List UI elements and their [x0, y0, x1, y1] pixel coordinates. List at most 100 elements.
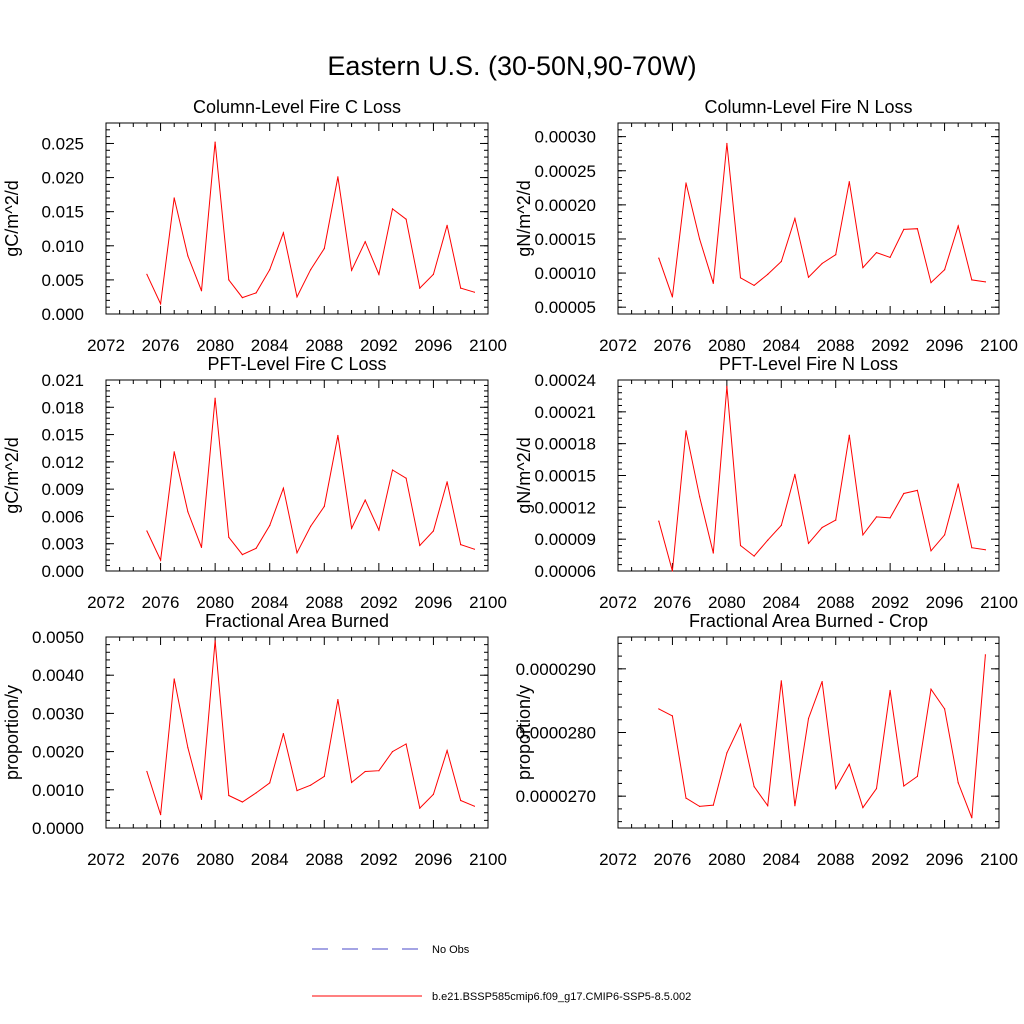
series-line — [658, 143, 986, 298]
data-point — [903, 228, 905, 230]
data-point — [432, 793, 434, 796]
data-point — [255, 547, 257, 549]
panel-title: PFT-Level Fire C Loss — [207, 354, 386, 374]
data-point — [712, 804, 714, 806]
panels: 2072 2076 2080 2084 2088 2092 2096 2100 0.000 0.0… — [2, 97, 1018, 869]
data-point — [473, 805, 475, 807]
data-point — [378, 273, 380, 275]
data-point — [200, 290, 203, 292]
data-point — [699, 238, 701, 240]
data-point — [685, 797, 687, 799]
data-point — [753, 555, 755, 557]
panel-title: Column-Level Fire C Loss — [193, 97, 401, 117]
data-point — [971, 817, 973, 819]
y-axis-label: proportion/y — [514, 685, 534, 780]
panel-5: 2072 2076 2080 2084 2088 2092 2096 2100 0.0000 0.… — [2, 611, 507, 869]
y-axis-label: gN/m^2/d — [514, 437, 534, 513]
data-point — [767, 539, 769, 541]
data-point — [405, 743, 407, 745]
y-tick-label: 0.003 — [41, 535, 84, 554]
x-tick-label: 2092 — [871, 593, 909, 612]
data-point — [337, 434, 339, 437]
data-point — [337, 176, 339, 178]
data-point — [658, 708, 660, 710]
x-tick-label: 2080 — [708, 850, 746, 869]
y-tick-label: 0.0000290 — [516, 660, 596, 679]
data-point — [351, 269, 353, 271]
y-tick-label: 0.015 — [41, 203, 84, 222]
data-point — [957, 782, 959, 784]
y-tick-label: 0.025 — [41, 134, 84, 153]
data-point — [282, 733, 284, 735]
data-point — [364, 499, 366, 501]
data-point — [753, 786, 755, 788]
legend-obs-label: No Obs — [432, 944, 470, 956]
y-tick-label: 0.020 — [41, 169, 84, 188]
panel-title: Fractional Area Burned - Crop — [689, 611, 928, 631]
y-tick-label: 0.0020 — [32, 743, 84, 762]
data-point — [984, 654, 987, 656]
data-point — [446, 749, 448, 752]
data-point — [173, 678, 175, 680]
data-point — [296, 296, 298, 298]
data-point — [323, 775, 325, 778]
x-tick-label: 2100 — [469, 336, 507, 355]
data-point — [228, 279, 230, 281]
data-point — [391, 469, 394, 471]
y-tick-label: 0.0010 — [32, 781, 84, 800]
figure-title: Eastern U.S. (30-50N,90-70W) — [327, 51, 696, 81]
data-point — [378, 529, 380, 531]
x-tick-label: 2088 — [817, 850, 855, 869]
panel-6: 2072 2076 2080 2084 2088 2092 2096 2100 0.000027… — [514, 611, 1018, 869]
data-point — [310, 525, 312, 528]
panel-title: Fractional Area Burned — [205, 611, 389, 631]
data-point — [228, 536, 230, 538]
data-point — [712, 552, 714, 554]
data-point — [473, 548, 475, 550]
data-point — [821, 681, 823, 683]
data-point — [848, 434, 850, 436]
panel-title: Column-Level Fire N Loss — [704, 97, 912, 117]
data-point — [726, 752, 728, 754]
y-tick-label: 0.00015 — [535, 467, 596, 486]
y-tick-label: 0.0050 — [32, 628, 84, 647]
y-tick-label: 0.006 — [41, 507, 84, 526]
data-point — [187, 255, 189, 257]
x-tick-label: 2096 — [415, 850, 453, 869]
data-point — [671, 715, 674, 717]
data-point — [671, 296, 674, 298]
data-point — [323, 247, 325, 250]
y-tick-label: 0.000 — [41, 305, 84, 324]
data-point — [214, 397, 216, 399]
data-point — [351, 527, 353, 529]
x-tick-label: 2084 — [251, 336, 289, 355]
x-tick-label: 2096 — [926, 850, 964, 869]
x-tick-label: 2076 — [654, 336, 692, 355]
data-point — [930, 282, 932, 284]
x-tick-label: 2080 — [708, 593, 746, 612]
data-point — [460, 287, 462, 289]
data-point — [160, 814, 162, 816]
data-point — [794, 805, 796, 807]
x-tick-label: 2072 — [599, 593, 637, 612]
data-point — [835, 787, 837, 790]
data-point — [685, 430, 687, 432]
data-point — [916, 228, 919, 230]
data-point — [364, 241, 366, 243]
y-axis-label: gC/m^2/d — [2, 437, 22, 513]
x-tick-label: 2100 — [980, 336, 1018, 355]
x-tick-label: 2092 — [871, 336, 909, 355]
x-tick-label: 2084 — [251, 593, 289, 612]
data-point — [658, 257, 660, 259]
x-tick-label: 2076 — [654, 593, 692, 612]
data-point — [780, 524, 782, 527]
x-tick-label: 2076 — [142, 850, 180, 869]
x-tick-label: 2100 — [980, 850, 1018, 869]
data-point — [310, 784, 312, 786]
data-point — [944, 269, 946, 271]
data-point — [214, 141, 216, 143]
data-point — [351, 781, 353, 784]
data-point — [405, 477, 407, 479]
data-point — [228, 794, 230, 797]
data-point — [807, 717, 810, 720]
